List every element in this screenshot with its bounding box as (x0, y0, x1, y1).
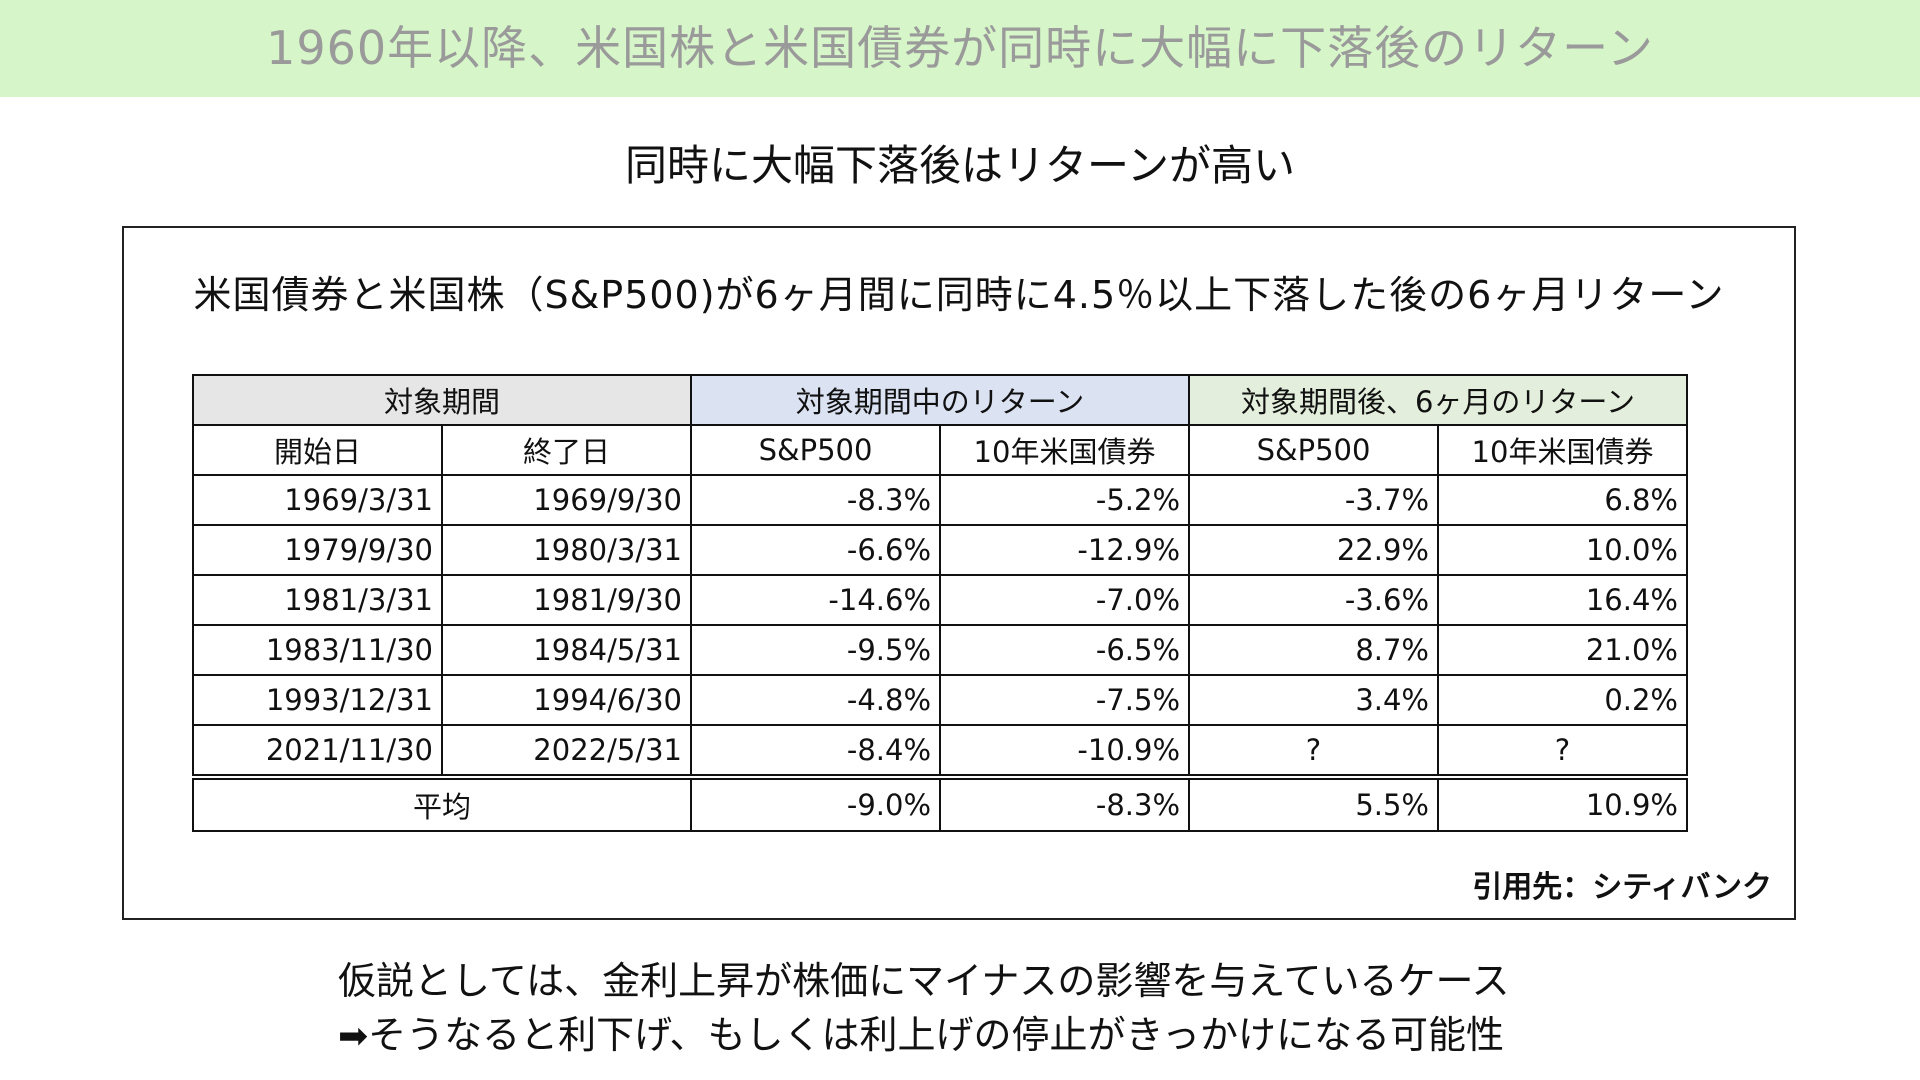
cell-end-date: 1981/9/30 (441, 574, 692, 626)
cell-sp500-during: -4.8% (690, 674, 941, 726)
cell-bond-during: -7.5% (939, 674, 1190, 726)
average-bond-after: 10.9% (1437, 774, 1688, 832)
group-header-during: 対象期間中のリターン (690, 374, 1190, 426)
cell-sp500-after: -3.6% (1188, 574, 1439, 626)
cell-bond-after: 10.0% (1437, 524, 1688, 576)
cell-bond-after: 21.0% (1437, 624, 1688, 676)
cell-bond-during: -12.9% (939, 524, 1190, 576)
table-column-header-row: 開始日 終了日 S&P500 10年米国債券 S&P500 10年米国債券 (192, 424, 1688, 476)
cell-bond-after: 16.4% (1437, 574, 1688, 626)
table-row: 1979/9/30 1980/3/31 -6.6% -12.9% 22.9% 1… (192, 524, 1688, 576)
column-header-end: 終了日 (441, 424, 692, 476)
cell-end-date: 1994/6/30 (441, 674, 692, 726)
table-row: 1993/12/31 1994/6/30 -4.8% -7.5% 3.4% 0.… (192, 674, 1688, 726)
cell-sp500-after: 8.7% (1188, 624, 1439, 676)
cell-sp500-during: -8.4% (690, 724, 941, 778)
cell-end-date: 1969/9/30 (441, 474, 692, 526)
column-header-bond-after: 10年米国債券 (1437, 424, 1688, 476)
cell-sp500-during: -9.5% (690, 624, 941, 676)
figure-title: 米国債券と米国株（S&P500)が6ヶ月間に同時に4.5％以上下落した後の6ヶ月… (193, 273, 1725, 317)
group-header-after: 対象期間後、6ヶ月のリターン (1188, 374, 1688, 426)
slide-subtitle: 同時に大幅下落後はリターンが高い (625, 141, 1295, 190)
hypothesis-line-2: ➡そうなると利下げ、もしくは利上げの停止がきっかけになる可能性 (338, 1008, 1510, 1064)
cell-sp500-after: -3.7% (1188, 474, 1439, 526)
cell-sp500-during: -6.6% (690, 524, 941, 576)
cell-bond-during: -7.0% (939, 574, 1190, 626)
column-header-sp500-during: S&P500 (690, 424, 941, 476)
hypothesis-line-1: 仮説としては、金利上昇が株価にマイナスの影響を与えているケース (338, 959, 1510, 1003)
table-row: 1969/3/31 1969/9/30 -8.3% -5.2% -3.7% 6.… (192, 474, 1688, 526)
page-title: 1960年以降、米国株と米国債券が同時に大幅に下落後のリターン (266, 21, 1654, 75)
table-row: 1981/3/31 1981/9/30 -14.6% -7.0% -3.6% 1… (192, 574, 1688, 626)
cell-sp500-during: -14.6% (690, 574, 941, 626)
table-average-row: 平均 -9.0% -8.3% 5.5% 10.9% (192, 774, 1688, 832)
cell-sp500-during: -8.3% (690, 474, 941, 526)
cell-sp500-after: ? (1188, 724, 1439, 778)
table-row: 2021/11/30 2022/5/31 -8.4% -10.9% ? ? (192, 724, 1688, 778)
hypothesis-line-2-text: そうなると利下げ、もしくは利上げの停止がきっかけになる可能性 (368, 1013, 1504, 1057)
cell-end-date: 1980/3/31 (441, 524, 692, 576)
column-header-sp500-after: S&P500 (1188, 424, 1439, 476)
header-band (0, 0, 1920, 97)
cell-bond-during: -6.5% (939, 624, 1190, 676)
group-header-period: 対象期間 (192, 374, 692, 426)
cell-bond-during: -10.9% (939, 724, 1190, 778)
average-sp500-after: 5.5% (1188, 774, 1439, 832)
average-label: 平均 (192, 774, 692, 832)
table-row: 1983/11/30 1984/5/31 -9.5% -6.5% 8.7% 21… (192, 624, 1688, 676)
returns-table: 対象期間 対象期間中のリターン 対象期間後、6ヶ月のリターン 開始日 終了日 S… (192, 374, 1688, 832)
cell-bond-after: 6.8% (1437, 474, 1688, 526)
table-group-header-row: 対象期間 対象期間中のリターン 対象期間後、6ヶ月のリターン (192, 374, 1688, 426)
column-header-start: 開始日 (192, 424, 443, 476)
cell-bond-after: 0.2% (1437, 674, 1688, 726)
cell-start-date: 1979/9/30 (192, 524, 443, 576)
cell-bond-during: -5.2% (939, 474, 1190, 526)
cell-start-date: 1969/3/31 (192, 474, 443, 526)
cell-start-date: 2021/11/30 (192, 724, 443, 778)
source-citation: 引用先：シティバンク (1472, 870, 1772, 905)
cell-bond-after: ? (1437, 724, 1688, 778)
hypothesis-text: 仮説としては、金利上昇が株価にマイナスの影響を与えているケース ➡そうなると利下… (338, 954, 1510, 1064)
figure-box: 米国債券と米国株（S&P500)が6ヶ月間に同時に4.5％以上下落した後の6ヶ月… (122, 226, 1796, 920)
cell-sp500-after: 3.4% (1188, 674, 1439, 726)
cell-start-date: 1993/12/31 (192, 674, 443, 726)
cell-sp500-after: 22.9% (1188, 524, 1439, 576)
cell-start-date: 1983/11/30 (192, 624, 443, 676)
right-arrow-icon: ➡ (338, 1016, 369, 1057)
column-header-bond-during: 10年米国債券 (939, 424, 1190, 476)
cell-end-date: 1984/5/31 (441, 624, 692, 676)
cell-start-date: 1981/3/31 (192, 574, 443, 626)
cell-end-date: 2022/5/31 (441, 724, 692, 778)
average-bond-during: -8.3% (939, 774, 1190, 832)
average-sp500-during: -9.0% (690, 774, 941, 832)
